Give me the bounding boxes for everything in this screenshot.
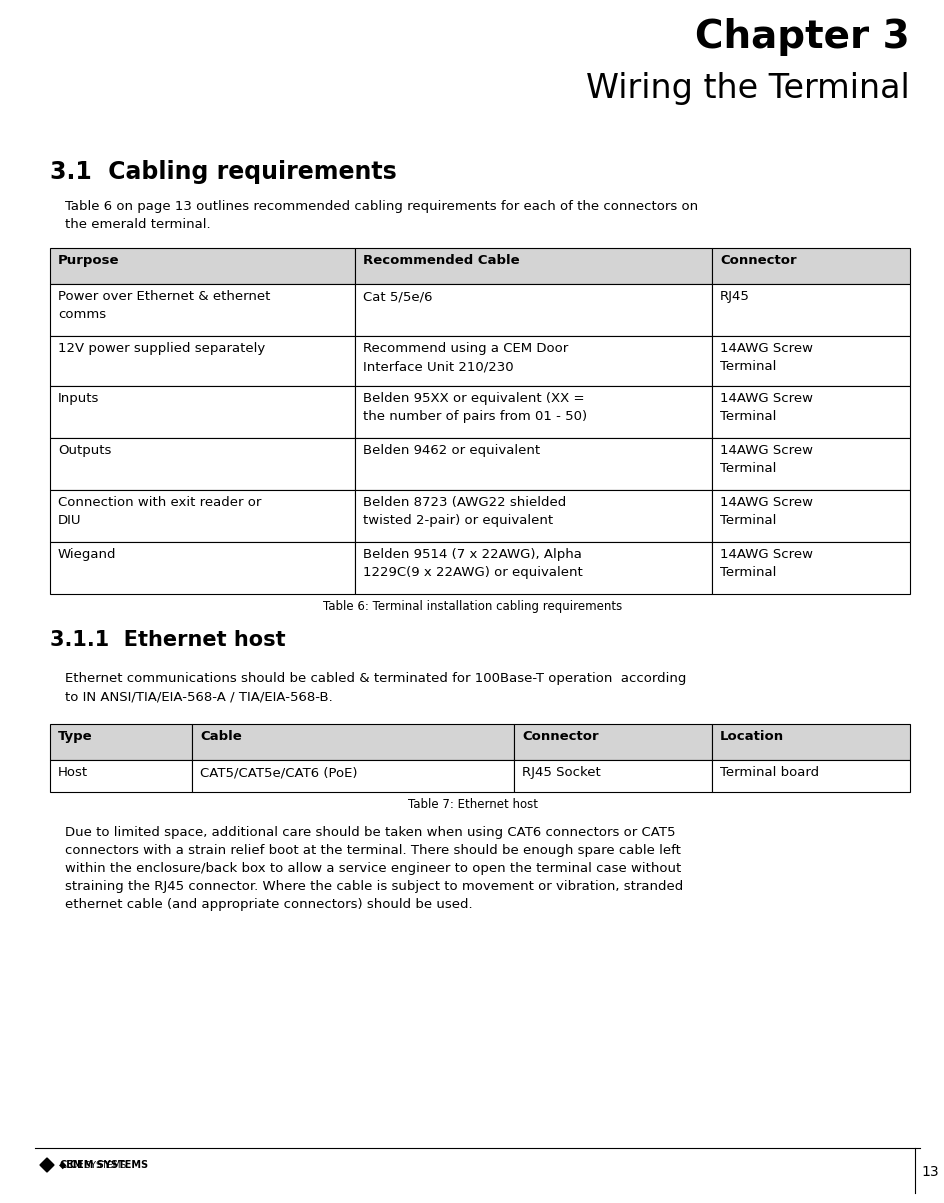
- Text: to IN ANSI/TIA/EIA-568-A / TIA/EIA-568-B.: to IN ANSI/TIA/EIA-568-A / TIA/EIA-568-B…: [65, 691, 332, 703]
- Text: SYSTEMS: SYSTEMS: [82, 1161, 126, 1169]
- Bar: [712, 724, 909, 760]
- Bar: [355, 543, 712, 594]
- Bar: [355, 386, 712, 438]
- Bar: [50, 284, 355, 336]
- Bar: [712, 490, 909, 543]
- Text: Connection with exit reader or
DIU: Connection with exit reader or DIU: [58, 496, 261, 527]
- Text: 14AWG Screw
Terminal: 14AWG Screw Terminal: [719, 342, 813, 373]
- Text: Belden 95XX or equivalent (XX =
the number of pairs from 01 - 50): Belden 95XX or equivalent (XX = the numb…: [362, 392, 587, 423]
- Text: ethernet cable (and appropriate connectors) should be used.: ethernet cable (and appropriate connecto…: [65, 897, 472, 911]
- Bar: [355, 248, 712, 284]
- Bar: [514, 760, 712, 792]
- Text: Wiring the Terminal: Wiring the Terminal: [585, 72, 909, 105]
- Text: Inputs: Inputs: [58, 392, 99, 405]
- Bar: [50, 248, 355, 284]
- Bar: [192, 724, 514, 760]
- Text: CEM: CEM: [59, 1160, 82, 1171]
- Text: Power over Ethernet & ethernet
comms: Power over Ethernet & ethernet comms: [58, 290, 270, 321]
- Text: 13: 13: [920, 1166, 937, 1179]
- Bar: [712, 248, 909, 284]
- Text: within the enclosure/back box to allow a service engineer to open the terminal c: within the enclosure/back box to allow a…: [65, 863, 681, 875]
- Text: Recommend using a CEM Door
Interface Unit 210/230: Recommend using a CEM Door Interface Uni…: [362, 342, 568, 373]
- Bar: [50, 386, 355, 438]
- Text: 14AWG Screw
Terminal: 14AWG Screw Terminal: [719, 549, 813, 579]
- Text: Type: Type: [58, 730, 93, 743]
- Text: Table 7: Ethernet host: Table 7: Ethernet host: [407, 798, 537, 811]
- Bar: [355, 336, 712, 386]
- Text: Connector: Connector: [522, 730, 598, 743]
- Text: ◆ CEM SYSTEMS: ◆ CEM SYSTEMS: [59, 1160, 148, 1171]
- Text: 14AWG Screw
Terminal: 14AWG Screw Terminal: [719, 496, 813, 527]
- Text: Purpose: Purpose: [58, 254, 119, 267]
- Bar: [712, 760, 909, 792]
- Text: 14AWG Screw
Terminal: 14AWG Screw Terminal: [719, 392, 813, 423]
- Bar: [712, 386, 909, 438]
- Bar: [514, 724, 712, 760]
- Text: Ethernet communications should be cabled & terminated for 100Base-T operation  a: Ethernet communications should be cabled…: [65, 672, 685, 685]
- Bar: [712, 438, 909, 490]
- Text: 3.1  Cabling requirements: 3.1 Cabling requirements: [50, 160, 396, 184]
- Text: RJ45: RJ45: [719, 290, 750, 303]
- Text: Cable: Cable: [200, 730, 242, 743]
- Bar: [712, 284, 909, 336]
- Text: 3.1.1  Ethernet host: 3.1.1 Ethernet host: [50, 630, 285, 650]
- Text: Wiegand: Wiegand: [58, 549, 116, 561]
- Bar: [192, 760, 514, 792]
- Text: Terminal board: Terminal board: [719, 766, 818, 780]
- Text: Connector: Connector: [719, 254, 796, 267]
- Text: CAT5/CAT5e/CAT6 (PoE): CAT5/CAT5e/CAT6 (PoE): [200, 766, 357, 780]
- Text: Belden 9462 or equivalent: Belden 9462 or equivalent: [362, 444, 540, 457]
- Bar: [50, 760, 192, 792]
- Bar: [50, 724, 192, 760]
- Bar: [50, 336, 355, 386]
- Text: Host: Host: [58, 766, 88, 780]
- Polygon shape: [40, 1158, 54, 1172]
- Text: Cat 5/5e/6: Cat 5/5e/6: [362, 290, 432, 303]
- Bar: [355, 284, 712, 336]
- Text: Location: Location: [719, 730, 784, 743]
- Text: connectors with a strain relief boot at the terminal. There should be enough spa: connectors with a strain relief boot at …: [65, 845, 681, 857]
- Text: Table 6 on page 13 outlines recommended cabling requirements for each of the con: Table 6 on page 13 outlines recommended …: [65, 200, 698, 213]
- Text: RJ45 Socket: RJ45 Socket: [522, 766, 600, 780]
- Text: 12V power supplied separately: 12V power supplied separately: [58, 342, 265, 355]
- Text: 14AWG Screw
Terminal: 14AWG Screw Terminal: [719, 444, 813, 475]
- Bar: [712, 336, 909, 386]
- Bar: [50, 543, 355, 594]
- Text: Belden 8723 (AWG22 shielded
twisted 2-pair) or equivalent: Belden 8723 (AWG22 shielded twisted 2-pa…: [362, 496, 566, 527]
- Text: Due to limited space, additional care should be taken when using CAT6 connectors: Due to limited space, additional care sh…: [65, 826, 675, 838]
- Text: Belden 9514 (7 x 22AWG), Alpha
1229C(9 x 22AWG) or equivalent: Belden 9514 (7 x 22AWG), Alpha 1229C(9 x…: [362, 549, 582, 579]
- Bar: [712, 543, 909, 594]
- Bar: [355, 490, 712, 543]
- Text: Chapter 3: Chapter 3: [695, 18, 909, 57]
- Text: Table 6: Terminal installation cabling requirements: Table 6: Terminal installation cabling r…: [323, 600, 621, 614]
- Text: the emerald terminal.: the emerald terminal.: [65, 218, 211, 231]
- Text: Recommended Cable: Recommended Cable: [362, 254, 519, 267]
- Text: straining the RJ45 connector. Where the cable is subject to movement or vibratio: straining the RJ45 connector. Where the …: [65, 881, 683, 893]
- Text: Outputs: Outputs: [58, 444, 111, 457]
- Bar: [355, 438, 712, 490]
- Bar: [50, 438, 355, 490]
- Bar: [50, 490, 355, 543]
